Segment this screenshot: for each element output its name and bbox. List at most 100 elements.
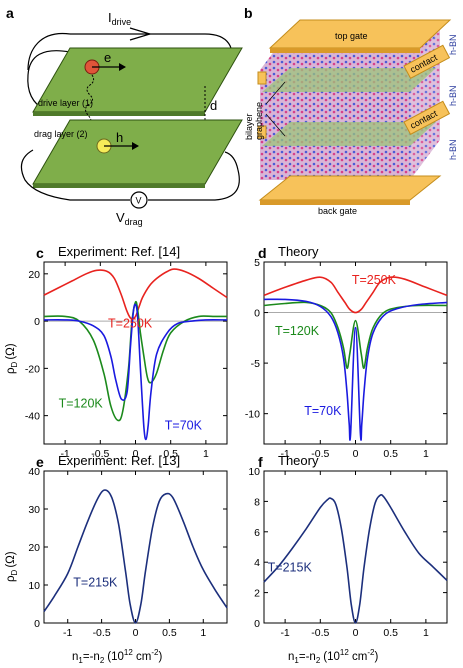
panel-b-label: b xyxy=(244,5,253,21)
curve-label: T=70K xyxy=(165,418,203,432)
y-tick-label: 0 xyxy=(254,618,260,630)
x-tick-label: -0.5 xyxy=(311,448,329,460)
v-drag-label: Vdrag xyxy=(116,210,143,227)
y-tick-label: 40 xyxy=(28,466,40,478)
x-tick-label: -1 xyxy=(60,448,69,460)
chart-c: Experiment: Ref. [14] -1 -0.5 0 0.5 1 20 0 -20 -4… xyxy=(25,244,228,460)
y-tick-label: -10 xyxy=(245,409,260,421)
panel-b: b top gate back gate contact xyxy=(244,5,458,216)
x-tick-label: 1 xyxy=(423,448,429,460)
panel-d-label: d xyxy=(258,245,267,261)
contact-left-bottom xyxy=(257,125,267,139)
bilayer-label: bilayer xyxy=(244,113,254,140)
chart-title-e: Experiment: Ref. [13] xyxy=(58,453,180,468)
x-tick-label: 0.5 xyxy=(383,448,398,460)
top-gate-label: top gate xyxy=(335,31,368,41)
drag-layer-edge xyxy=(33,184,205,188)
panel-c-label: c xyxy=(36,245,44,261)
back-gate-plate xyxy=(258,175,442,201)
y-tick-label: -5 xyxy=(251,358,260,370)
x-tick-label: -1 xyxy=(280,448,289,460)
svg-text:ρD(Ω): ρD(Ω) xyxy=(5,551,19,582)
plot-frame xyxy=(263,261,448,445)
voltmeter-label: V xyxy=(136,196,142,206)
x-tick-label: -0.5 xyxy=(311,627,329,639)
y-tick-label: 10 xyxy=(28,580,40,592)
y-tick-label: 10 xyxy=(248,466,260,478)
hole-label: h xyxy=(116,130,123,145)
series-line-T=250K xyxy=(263,276,448,314)
y-tick-label: 8 xyxy=(254,496,260,508)
i-drive-label: Idrive xyxy=(108,10,131,27)
x-tick-label: -1 xyxy=(280,627,289,639)
x-tick-label: 0.5 xyxy=(163,448,178,460)
curve-label: T=120K xyxy=(59,397,104,411)
electron-label: e xyxy=(104,50,111,65)
drag-wire-right xyxy=(148,151,240,201)
graphene-pointer-1 xyxy=(265,81,286,105)
svg-text:bilayer: bilayer xyxy=(244,113,254,140)
hbn-label-1: h-BN xyxy=(448,34,458,55)
hbn-label-3: h-BN xyxy=(448,139,458,160)
drive-current-arrow xyxy=(129,27,153,41)
x-tick-label: 0.5 xyxy=(162,627,177,639)
separation-label: d xyxy=(210,98,217,113)
svg-text:ρD(Ω): ρD(Ω) xyxy=(5,343,19,374)
y-tick-label: 0 xyxy=(34,316,40,328)
graphene-sheet-1 xyxy=(262,68,436,92)
panel-a: a Idrive drive layer (1) e d drag layer … xyxy=(6,5,243,227)
y-tick-label: 6 xyxy=(254,527,260,539)
drive-wire-left xyxy=(27,50,71,111)
x-tick-label: 1 xyxy=(423,627,429,639)
series-line-T=70K xyxy=(43,303,228,441)
y-tick-label: 20 xyxy=(28,269,40,281)
charts: Experiment: Ref. [14]-1 -0.5 0 0.5 1200-20-4… xyxy=(25,244,448,639)
curve-label: T=120K xyxy=(275,324,320,338)
series-line-T=70K xyxy=(263,298,448,441)
y-tick-label: 2 xyxy=(254,588,260,600)
series-line-T=215K xyxy=(43,489,228,624)
graphene-label: graphene xyxy=(254,102,264,140)
graphene-pointer-2 xyxy=(265,113,286,137)
series-line-T=215K xyxy=(263,494,448,624)
curve-label: T=70K xyxy=(304,404,342,418)
x-tick-label: 0 xyxy=(353,448,359,460)
x-tick-label: 0 xyxy=(353,627,359,639)
x-tick-label: 1 xyxy=(200,627,206,639)
svg-text:h-BN: h-BN xyxy=(448,85,458,106)
chart-d: Theory -1 -0.5 0 0.5 1 5 0 -5 -10 T=250K T=120K T=70… xyxy=(245,244,448,460)
contact-left-top xyxy=(257,71,267,85)
drag-wire-left xyxy=(20,149,130,201)
svg-text:h-BN: h-BN xyxy=(448,34,458,55)
y-tick-label: 0 xyxy=(34,618,40,630)
chart-title-c: Experiment: Ref. [14] xyxy=(58,244,180,259)
y-tick-label: -40 xyxy=(25,411,40,423)
plot-frame xyxy=(263,470,448,624)
chart-f: Theory -1 -0.5 0 0.5 1 10 8 6 4 2 0 T=215K xyxy=(248,453,448,639)
hbn-label-2: h-BN xyxy=(448,85,458,106)
plot-frame xyxy=(43,470,228,624)
y-axis-label-top: ρD(Ω) xyxy=(5,343,19,374)
plot-frame xyxy=(43,261,228,445)
curve-label: T=215K xyxy=(268,560,313,574)
interaction-line xyxy=(85,74,95,130)
back-gate-label: back gate xyxy=(318,206,357,216)
chart-e: Experiment: Ref. [13] -1 -0.5 0 0.5 1 40 30 20 10… xyxy=(28,453,228,639)
x-tick-label: -1 xyxy=(63,627,72,639)
curve-label: T=250K xyxy=(108,317,153,331)
x-axis-label-right: n1=-n2 (1012 cm-2) xyxy=(288,648,378,665)
y-tick-label: 0 xyxy=(254,308,260,320)
panel-a-label: a xyxy=(6,5,14,21)
drag-layer-label: drag layer (2) xyxy=(34,129,88,139)
panel-e-label: e xyxy=(36,454,44,470)
drive-layer-edge xyxy=(33,112,205,116)
y-tick-label: -20 xyxy=(25,363,40,375)
graphene-sheet-2 xyxy=(262,122,436,146)
drive-layer-label: drive layer (1) xyxy=(38,98,93,108)
svg-text:graphene: graphene xyxy=(254,102,264,140)
x-tick-label: 0 xyxy=(133,448,139,460)
x-tick-label: -0.5 xyxy=(91,448,109,460)
svg-text:h-BN: h-BN xyxy=(448,139,458,160)
y-tick-label: 4 xyxy=(254,557,260,569)
x-tick-label: 0.5 xyxy=(383,627,398,639)
